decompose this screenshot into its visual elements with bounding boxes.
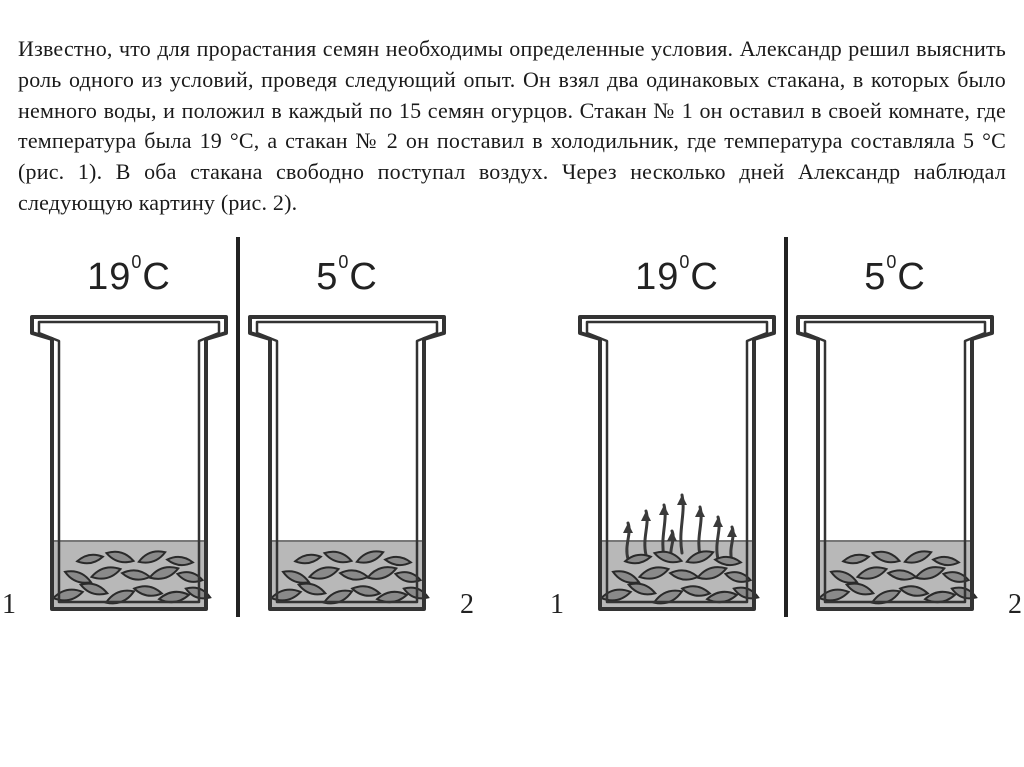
beaker-illustration — [242, 309, 452, 619]
figures-container: 190C150C2190C150C2 — [18, 237, 1006, 619]
pair-divider — [236, 237, 240, 617]
experiment-description: Известно, что для прорастания семян необ… — [18, 34, 1006, 219]
beaker-number: 2 — [1008, 589, 1022, 621]
beaker-unit: 50C2 — [242, 256, 452, 619]
pair-divider — [784, 237, 788, 617]
temperature-label: 190C — [87, 256, 171, 299]
beaker-number: 1 — [550, 589, 564, 621]
beaker-number: 2 — [460, 589, 474, 621]
temperature-label: 50C — [316, 256, 378, 299]
beaker-illustration — [790, 309, 1000, 619]
beaker-number: 1 — [2, 589, 16, 621]
temperature-label: 190C — [635, 256, 719, 299]
temperature-label: 50C — [864, 256, 926, 299]
beaker-unit: 190C1 — [572, 256, 782, 619]
beaker-illustration — [572, 309, 782, 619]
figure-group: 190C150C2 — [572, 237, 1000, 619]
beaker-unit: 50C2 — [790, 256, 1000, 619]
beaker-unit: 190C1 — [24, 256, 234, 619]
beaker-illustration — [24, 309, 234, 619]
figure-group: 190C150C2 — [24, 237, 452, 619]
